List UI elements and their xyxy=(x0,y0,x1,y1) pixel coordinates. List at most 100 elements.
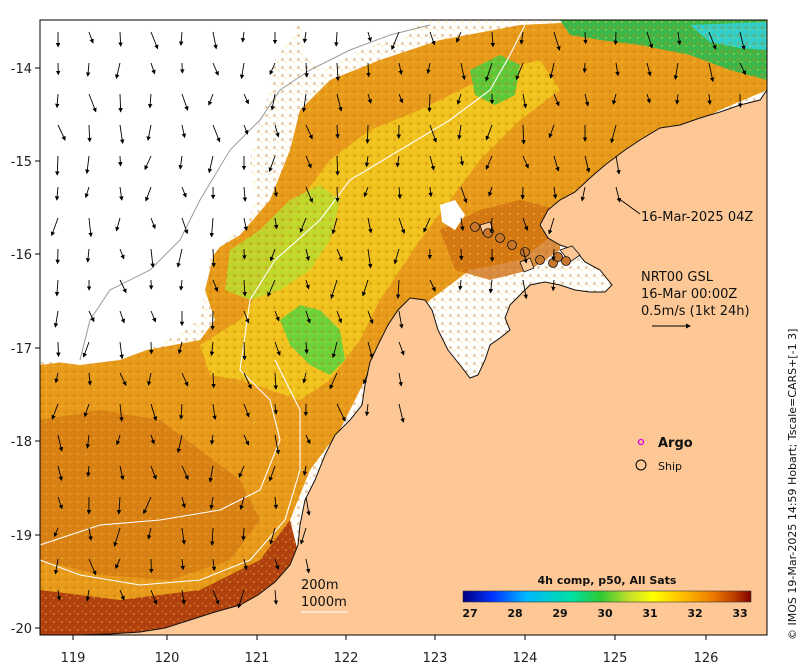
x-tick-label: 125 xyxy=(603,651,628,666)
current-vector-arrow xyxy=(150,310,157,323)
current-vector-arrow xyxy=(118,93,123,113)
current-vector-arrow xyxy=(398,403,405,423)
isobath-200m xyxy=(79,24,431,361)
current-vector-arrow xyxy=(305,155,312,169)
current-vector-arrow xyxy=(335,62,341,82)
current-vector-arrow xyxy=(329,372,338,390)
current-vector-arrow xyxy=(398,341,405,356)
current-vector-arrow xyxy=(181,527,186,545)
current-vector-arrow xyxy=(552,186,558,200)
y-tick-label: -16 xyxy=(11,248,32,263)
current-vector-arrow xyxy=(88,93,97,113)
credit-text: © IMOS 19-Mar-2025 14:59 Hobart; Tscale=… xyxy=(786,329,799,640)
current-vector-arrow xyxy=(364,155,370,168)
current-vector-arrow xyxy=(522,93,528,109)
current-vector-arrow xyxy=(207,155,214,174)
current-vector-arrow xyxy=(488,186,493,197)
current-vector-arrow xyxy=(460,217,465,232)
x-tick-label: 123 xyxy=(423,651,448,666)
current-vector-arrow xyxy=(177,341,183,355)
current-vector-arrow xyxy=(336,403,346,422)
current-vectors xyxy=(50,31,746,609)
current-vector-arrow xyxy=(273,589,279,605)
current-vector-arrow xyxy=(489,217,494,234)
current-vector-arrow xyxy=(330,279,338,299)
current-vector-arrow xyxy=(336,248,343,262)
current-vector-arrow xyxy=(273,403,278,415)
current-vector-arrow xyxy=(739,31,746,51)
current-vector-arrow xyxy=(522,155,529,169)
current-vector-arrow xyxy=(362,372,369,385)
argo-marker-icon xyxy=(637,438,645,446)
current-vector-arrow xyxy=(181,465,189,481)
current-vector-arrow xyxy=(181,372,189,387)
current-vector-arrow xyxy=(84,186,90,199)
current-vector-arrow xyxy=(551,279,556,292)
current-vector-arrow xyxy=(242,279,248,297)
current-vector-arrow xyxy=(119,465,125,481)
current-vector-arrow xyxy=(209,341,215,357)
current-vector-arrow xyxy=(460,62,466,81)
current-vector-arrow xyxy=(426,62,431,74)
current-vector-arrow xyxy=(86,465,91,477)
current-vector-arrow xyxy=(395,279,401,299)
current-vector-arrow xyxy=(87,124,92,143)
current-vector-arrow xyxy=(239,62,245,80)
current-vector-arrow xyxy=(274,341,281,356)
colorbar-tick-label: 31 xyxy=(642,607,657,620)
current-vector-arrow xyxy=(113,527,121,547)
current-vector-arrow xyxy=(429,155,436,171)
current-vector-arrow xyxy=(51,403,59,420)
current-product-title: NRT00 GSL xyxy=(641,270,714,285)
y-axis xyxy=(35,67,40,629)
current-vector-arrow xyxy=(119,372,127,387)
current-vector-arrow xyxy=(553,155,560,172)
x-axis xyxy=(72,635,707,640)
current-vector-arrow xyxy=(115,217,121,232)
current-vector-arrow xyxy=(211,558,217,572)
current-vector-arrow xyxy=(269,248,276,262)
current-vector-arrow xyxy=(367,310,374,325)
current-vector-arrow xyxy=(150,589,158,605)
current-vector-arrow xyxy=(334,31,339,47)
current-vector-arrow xyxy=(429,31,436,46)
current-vector-arrow xyxy=(83,403,90,418)
current-vector-arrow xyxy=(243,217,248,232)
current-vector-arrow xyxy=(304,62,309,78)
current-vector-arrow xyxy=(363,186,369,198)
current-vector-arrow xyxy=(302,372,307,384)
y-tick-labels: -14 -15 -16 -17 -18 -19 -20 xyxy=(11,62,32,637)
current-vector-arrow xyxy=(212,62,219,76)
current-vector-arrow xyxy=(269,62,276,76)
isobath-1000m-2 xyxy=(40,359,301,586)
current-vector-arrow xyxy=(460,186,468,204)
current-vector-arrow xyxy=(180,558,185,571)
current-vector-arrow xyxy=(118,155,123,167)
current-vector-arrow xyxy=(457,124,462,140)
current-vector-arrow xyxy=(583,31,588,45)
current-vector-arrow xyxy=(178,31,184,46)
land-australia xyxy=(69,89,767,635)
current-vector-arrow xyxy=(119,248,125,260)
current-vector-arrow xyxy=(212,403,217,421)
current-vector-arrow xyxy=(549,62,555,79)
current-vector-arrow xyxy=(675,93,680,105)
current-vector-arrow xyxy=(212,279,219,293)
current-vector-arrow xyxy=(274,434,281,455)
y-tick-label: -19 xyxy=(11,529,32,544)
colorbar: 4h comp, p50, All Sats 27 28 29 30 31 32… xyxy=(462,574,752,620)
current-vector-arrow xyxy=(54,186,60,201)
current-vector-arrow xyxy=(85,62,91,77)
colorbar-tick-label: 27 xyxy=(462,607,477,620)
current-vector-arrow xyxy=(485,155,493,170)
current-vector-arrow xyxy=(181,93,189,111)
current-vector-arrow xyxy=(242,248,247,260)
current-vector-arrow xyxy=(119,589,125,601)
current-vector-arrow xyxy=(615,155,621,175)
current-vector-arrow xyxy=(268,465,276,482)
current-vector-arrow xyxy=(367,341,374,359)
current-vector-arrow xyxy=(300,527,307,545)
current-vector-arrow xyxy=(179,279,184,291)
current-vector-arrow xyxy=(119,341,124,360)
